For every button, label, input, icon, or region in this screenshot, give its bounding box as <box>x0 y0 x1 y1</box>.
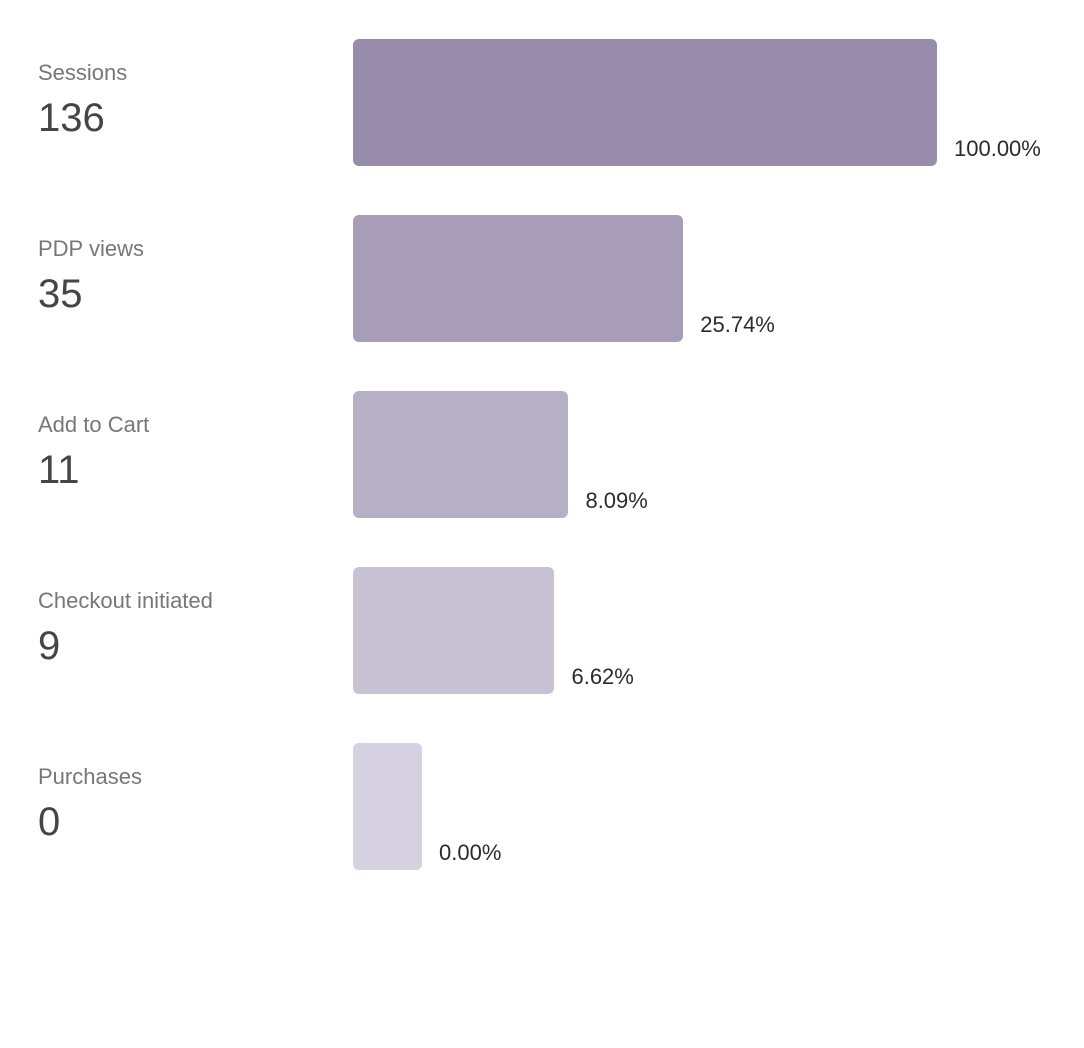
stage-label-add-to-cart: Add to Cart <box>38 412 150 437</box>
stage-percentage-purchases: 0.00% <box>439 840 502 865</box>
funnel-bar-pdp-views[interactable] <box>353 215 684 342</box>
stage-label-checkout-initiated: Checkout initiated <box>38 588 213 613</box>
stage-label-sessions: Sessions <box>38 60 128 85</box>
stage-percentage-checkout-initiated: 6.62% <box>571 664 634 689</box>
stage-percentage-add-to-cart: 8.09% <box>585 488 648 513</box>
funnel-bar-sessions[interactable] <box>353 39 937 166</box>
stage-count-add-to-cart: 11 <box>38 448 80 492</box>
stage-label-pdp-views: PDP views <box>38 236 144 261</box>
funnel-bar-add-to-cart[interactable] <box>353 391 569 518</box>
stage-count-checkout-initiated: 9 <box>38 624 61 668</box>
stage-percentage-pdp-views: 25.74% <box>700 312 775 337</box>
stage-percentage-sessions: 100.00% <box>954 136 1041 161</box>
funnel-bar-checkout-initiated[interactable] <box>353 567 555 694</box>
funnel-bar-purchases[interactable] <box>353 743 422 870</box>
stage-label-purchases: Purchases <box>38 764 142 789</box>
stage-count-sessions: 136 <box>38 96 105 140</box>
stage-count-purchases: 0 <box>38 800 61 844</box>
stage-count-pdp-views: 35 <box>38 272 83 316</box>
